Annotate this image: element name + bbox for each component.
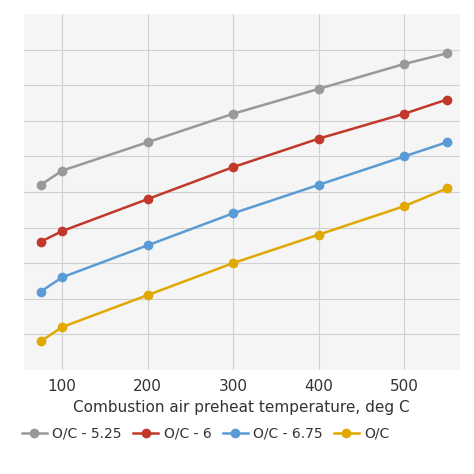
X-axis label: Combustion air preheat temperature, deg C: Combustion air preheat temperature, deg …: [73, 400, 410, 415]
O/C - 6: [38, 239, 44, 245]
Line: O/C: O/C: [36, 184, 451, 346]
O/C: [444, 186, 450, 191]
O/C - 6.75: [444, 139, 450, 145]
O/C - 6.75: [38, 289, 44, 294]
O/C - 6.75: [59, 274, 65, 280]
O/C - 6: [316, 136, 321, 141]
O/C: [401, 203, 407, 209]
Line: O/C - 5.25: O/C - 5.25: [36, 49, 451, 189]
O/C: [38, 338, 44, 344]
O/C - 6: [444, 97, 450, 102]
O/C: [59, 324, 65, 330]
O/C - 6.75: [401, 154, 407, 159]
Legend: O/C - 5.25, O/C - 6, O/C - 6.75, O/C: O/C - 5.25, O/C - 6, O/C - 6.75, O/C: [22, 427, 390, 440]
O/C - 6.75: [145, 243, 151, 248]
O/C - 6: [401, 111, 407, 117]
O/C - 5.25: [59, 168, 65, 173]
O/C: [230, 260, 236, 266]
O/C - 5.25: [316, 86, 321, 92]
O/C - 5.25: [230, 111, 236, 117]
O/C: [145, 292, 151, 298]
O/C - 6.75: [230, 210, 236, 216]
O/C - 6.75: [316, 182, 321, 188]
O/C - 5.25: [145, 139, 151, 145]
O/C: [316, 232, 321, 237]
O/C - 6: [145, 196, 151, 202]
O/C - 5.25: [38, 182, 44, 188]
O/C - 5.25: [444, 51, 450, 56]
O/C - 5.25: [401, 61, 407, 67]
O/C - 6: [230, 164, 236, 170]
Line: O/C - 6.75: O/C - 6.75: [36, 138, 451, 296]
Line: O/C - 6: O/C - 6: [36, 95, 451, 246]
O/C - 6: [59, 228, 65, 234]
